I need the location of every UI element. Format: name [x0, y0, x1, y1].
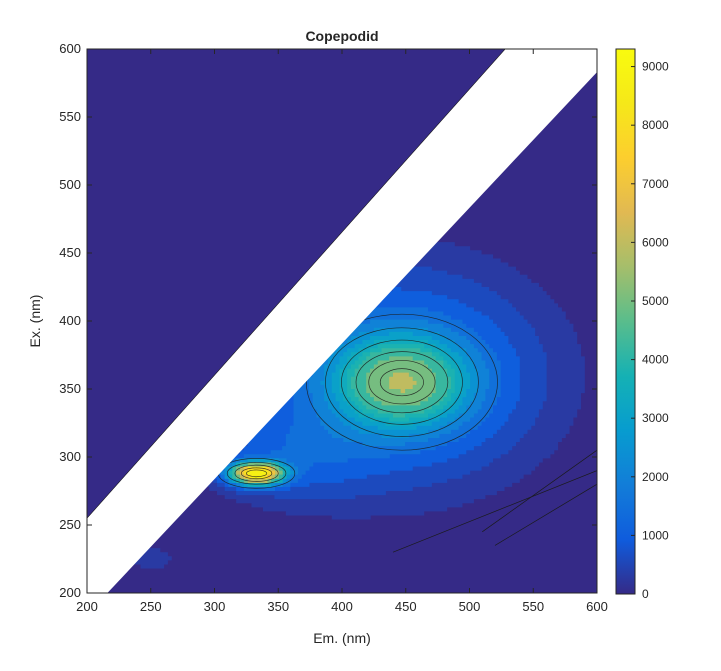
masked-region-upper — [87, 49, 506, 519]
contour-line — [305, 313, 498, 451]
x-tick-label: 300 — [204, 599, 226, 614]
colorbar-tick-label: 7000 — [642, 177, 669, 191]
contour-line — [494, 483, 597, 546]
y-axis: 200 250 300 350 400 450 500 550 600 — [59, 41, 597, 600]
contour-line — [355, 351, 449, 414]
y-tick-label: 400 — [59, 313, 81, 328]
masked-scatter-band — [87, 49, 597, 593]
x-tick-label: 250 — [140, 599, 162, 614]
colorbar: 0 1000 2000 3000 4000 5000 6000 7000 8000 9000 — [615, 48, 669, 601]
y-axis-label: Ex. (nm) — [27, 295, 43, 348]
contour-line — [379, 368, 424, 397]
y-tick-label: 300 — [59, 449, 81, 464]
colorbar-tick-label: 3000 — [642, 411, 669, 425]
contour-line — [368, 360, 436, 405]
colorbar-tick-label: 5000 — [642, 294, 669, 308]
y-tick-label: 500 — [59, 177, 81, 192]
x-tick-label: 550 — [522, 599, 544, 614]
colorbar-gradient — [615, 48, 636, 595]
y-tick-label: 350 — [59, 381, 81, 396]
x-tick-label: 500 — [459, 599, 481, 614]
contour-lines — [217, 313, 498, 489]
colorbar-tick-label: 2000 — [642, 470, 669, 484]
y-tick-label: 600 — [59, 41, 81, 56]
colorbar-tick-label: 8000 — [642, 118, 669, 132]
colorbar-tick-label: 6000 — [642, 235, 669, 249]
colorbar-tick-label: 0 — [642, 587, 649, 601]
y-tick-label: 550 — [59, 109, 81, 124]
x-axis-label: Em. (nm) — [313, 630, 371, 646]
colorbar-tick-label: 9000 — [642, 60, 669, 74]
y-tick-label: 450 — [59, 245, 81, 260]
x-tick-label: 350 — [267, 599, 289, 614]
contour-line — [482, 449, 597, 533]
contour-line — [341, 339, 463, 425]
plot-area — [87, 49, 597, 593]
x-tick-label: 400 — [331, 599, 353, 614]
contour-line — [246, 469, 268, 478]
contour-line — [392, 470, 597, 553]
x-tick-label: 600 — [586, 599, 608, 614]
y-tick-label: 200 — [59, 585, 81, 600]
contour-fill — [236, 356, 436, 483]
second-order-lines — [392, 449, 597, 553]
chart-title: Copepodid — [305, 28, 378, 44]
x-tick-label: 450 — [395, 599, 417, 614]
contour-line — [325, 327, 479, 437]
y-tick-label: 250 — [59, 517, 81, 532]
contour-line — [226, 462, 287, 485]
x-tick-label: 200 — [76, 599, 98, 614]
contour-band — [236, 356, 436, 483]
contour-line — [234, 464, 279, 482]
contour-line — [240, 467, 273, 480]
x-axis: 200 250 300 350 400 450 500 550 600 — [76, 49, 608, 614]
colorbar-tick-label: 1000 — [642, 528, 669, 542]
colorbar-tick-label: 4000 — [642, 353, 669, 367]
